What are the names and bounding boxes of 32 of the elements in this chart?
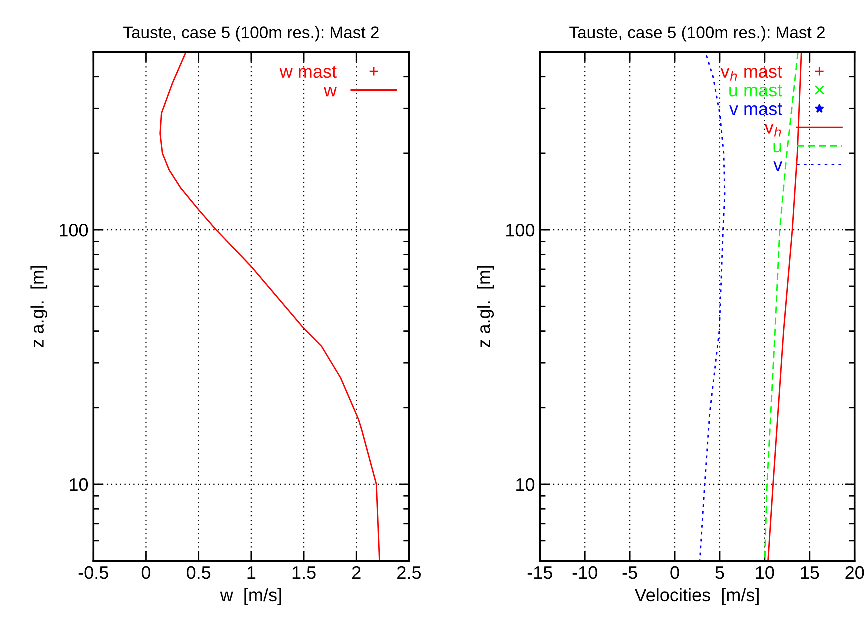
legend-label: w mast [280, 66, 337, 78]
chart-title: Tauste, case 5 (100m res.): Mast 2 [570, 26, 825, 42]
x-tick-label: 2.5 [398, 566, 422, 580]
y-axis-title: z a.gl. [m] [30, 266, 48, 348]
x-tick-label: 1.5 [292, 566, 316, 580]
x-tick-label: 0 [670, 566, 680, 580]
legend-label: w [324, 87, 338, 97]
x-axis-title: Velocities [m/s] [634, 588, 759, 606]
line-series [160, 52, 380, 562]
x-tick-label: 5 [716, 566, 724, 580]
x-tick-label: -0.5 [78, 566, 108, 580]
x-tick-label: -5 [622, 566, 638, 580]
x-tick-label: 10 [756, 566, 774, 580]
legend-label: v mast [730, 104, 783, 116]
x-tick-label: -10 [572, 566, 598, 580]
x-tick-label: 2 [352, 566, 361, 580]
x-tick-label: 15 [801, 566, 820, 580]
y-axis-title: z a.gl. [m] [477, 266, 494, 348]
y-tick-label: 100 [506, 224, 535, 237]
legend-label: v$_{h}$ mast [720, 66, 782, 81]
chart-title: Tauste, case 5 (100m res.): Mast 2 [124, 26, 379, 42]
y-tick-label: 100 [60, 224, 88, 237]
x-tick-label: 0 [142, 566, 151, 580]
x-tick-label: 0.5 [186, 566, 211, 580]
legend-label: v [774, 162, 783, 172]
x-tick-label: -15 [528, 566, 552, 580]
x-tick-label: 1 [248, 566, 256, 580]
legend-label: u [774, 142, 782, 153]
legend-label: u mast [730, 84, 783, 97]
legend-label: v$_{h}$ [764, 124, 782, 137]
x-axis-title: w [m/s] [220, 588, 282, 606]
x-tick-label: 20 [846, 566, 864, 580]
